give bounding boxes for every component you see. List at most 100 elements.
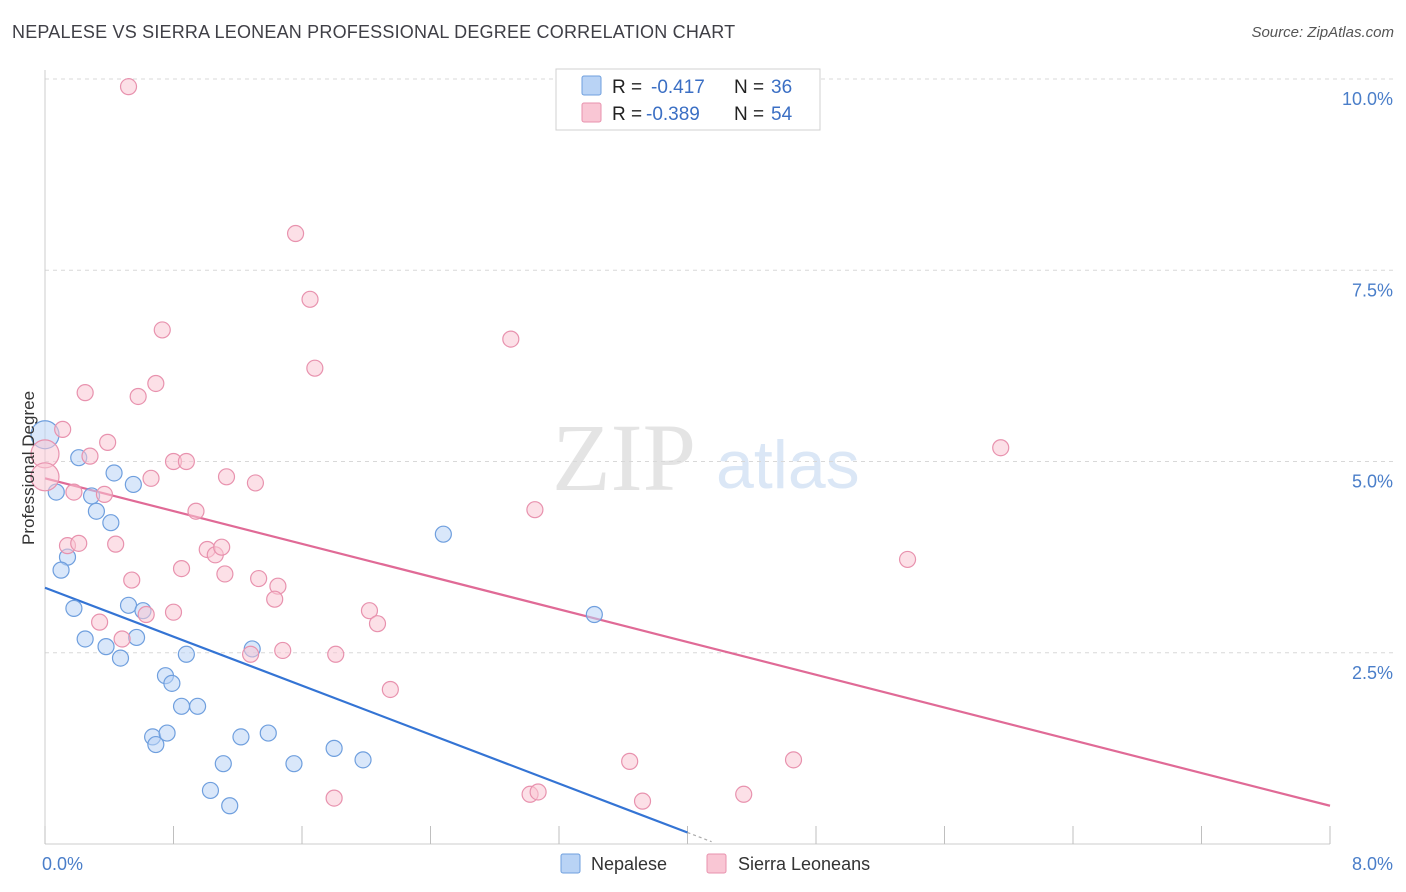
point-nepalese: [111, 649, 130, 667]
point-nepalese: [163, 674, 181, 692]
point-nepalese: [434, 525, 452, 543]
point-nepalese: [285, 755, 303, 773]
point-sierra: [187, 502, 205, 520]
point-sierra: [54, 420, 72, 438]
chart-title: NEPALESE VS SIERRA LEONEAN PROFESSIONAL …: [12, 22, 736, 42]
point-sierra: [129, 387, 147, 406]
point-sierra: [381, 680, 399, 699]
point-nepalese: [325, 739, 343, 757]
trend-lines: [44, 477, 1331, 843]
point-nepalese: [221, 797, 239, 815]
stats-legend: R = -0.417 N = 36 R = -0.389 N = 54: [555, 68, 821, 131]
stats-n-label-nepalese: N =: [734, 77, 764, 98]
point-sierra: [142, 469, 160, 487]
point-sierra: [250, 569, 268, 588]
point-sierra: [621, 752, 639, 770]
point-nepalese: [201, 781, 220, 800]
point-sierra: [325, 789, 343, 807]
point-sierra: [898, 550, 917, 569]
point-sierra: [784, 751, 803, 769]
point-sierra: [95, 485, 114, 503]
stats-n-value-nepalese: 36: [771, 77, 792, 98]
point-nepalese: [158, 724, 176, 742]
point-nepalese: [102, 514, 120, 532]
point-sierra: [137, 605, 155, 624]
point-sierra: [368, 615, 387, 633]
y-tick-label: 10.0%: [1342, 89, 1393, 109]
stats-r-value-sierra: -0.389: [646, 104, 700, 125]
point-sierra: [274, 641, 292, 660]
point-sierra: [213, 538, 231, 556]
trend-line-nepalese: [44, 586, 688, 834]
point-sierra: [91, 613, 109, 631]
y-tick-label: 5.0%: [1352, 472, 1393, 492]
point-sierra: [735, 785, 753, 803]
point-sierra: [172, 559, 191, 578]
source-label: Source: ZipAtlas.com: [1251, 24, 1394, 41]
point-sierra: [153, 321, 171, 339]
point-nepalese: [585, 605, 603, 624]
point-sierra: [266, 590, 284, 608]
point-nepalese: [76, 630, 94, 648]
point-nepalese: [105, 464, 123, 482]
point-nepalese: [65, 599, 83, 617]
point-sierra: [164, 603, 183, 621]
legend-swatch-sierra: [706, 853, 727, 874]
point-sierra: [99, 433, 117, 451]
point-sierra: [246, 474, 265, 492]
point-sierra: [107, 535, 125, 553]
point-sierra: [502, 330, 520, 348]
stats-r-value-nepalese: -0.417: [651, 77, 705, 98]
point-sierra: [119, 78, 138, 96]
point-sierra: [529, 783, 547, 801]
stats-n-label-sierra: N =: [734, 104, 764, 125]
point-sierra: [81, 447, 99, 465]
legend-label-nepalese: Nepalese: [591, 854, 667, 874]
stats-r-label-sierra: R =: [612, 104, 642, 125]
point-sierra: [301, 290, 319, 308]
point-sierra: [526, 501, 544, 519]
point-sierra: [113, 630, 131, 648]
point-nepalese: [232, 728, 250, 746]
point-sierra: [306, 359, 324, 377]
point-nepalese: [177, 645, 195, 663]
axes: [44, 70, 1331, 845]
point-sierra: [633, 792, 652, 810]
point-sierra: [327, 645, 345, 663]
point-nepalese: [147, 735, 165, 754]
stats-r-label-nepalese: R =: [612, 77, 642, 98]
point-sierra: [123, 571, 141, 589]
point-sierra: [216, 565, 234, 583]
trend-line-sierra: [44, 477, 1331, 807]
point-nepalese: [188, 697, 207, 715]
y-axis-label: Professional Degree: [19, 391, 38, 545]
y-tick-label: 2.5%: [1352, 663, 1393, 683]
point-sierra: [217, 468, 236, 486]
point-nepalese: [127, 628, 146, 647]
point-sierra: [65, 483, 83, 501]
point-nepalese: [119, 596, 138, 614]
point-nepalese: [214, 755, 232, 773]
bottom-legend: Nepalese Sierra Leoneans: [560, 853, 870, 874]
point-nepalese: [124, 475, 142, 494]
point-nepalese: [52, 561, 70, 579]
watermark-atlas: atlas: [716, 427, 860, 503]
point-nepalese: [87, 502, 106, 520]
point-sierra: [360, 602, 379, 620]
point-sierra: [76, 384, 94, 402]
stats-n-value-sierra: 54: [771, 104, 793, 125]
point-sierra: [147, 374, 165, 393]
stats-swatch-nepalese: [581, 75, 602, 96]
tick-labels: 2.5% 5.0% 7.5% 10.0% 0.0% 8.0%: [42, 89, 1393, 874]
x-tick-label: 8.0%: [1352, 854, 1393, 874]
point-nepalese: [97, 638, 115, 656]
legend-label-sierra: Sierra Leoneans: [738, 854, 870, 874]
point-sierra: [177, 452, 195, 471]
stats-swatch-sierra: [581, 102, 602, 123]
watermark-zip: ZIP: [552, 404, 696, 511]
trend-line-extension-nepalese: [687, 831, 712, 843]
point-nepalese: [259, 724, 277, 742]
y-tick-label: 7.5%: [1352, 280, 1393, 300]
point-nepalese: [172, 697, 191, 715]
point-sierra: [242, 645, 260, 663]
